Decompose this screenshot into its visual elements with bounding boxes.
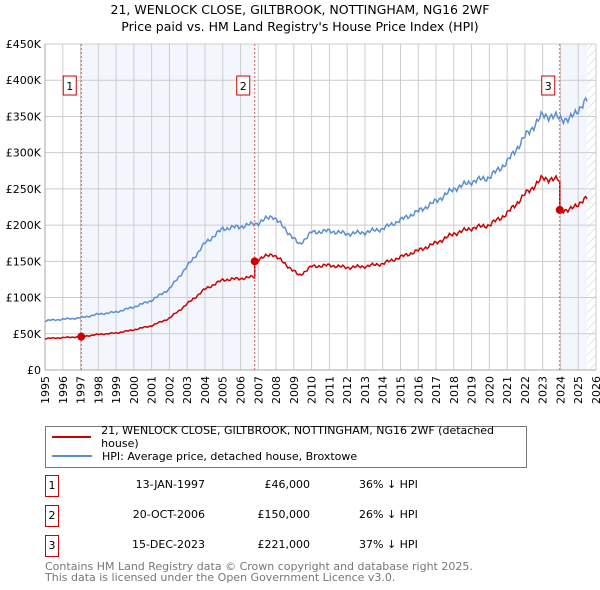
x-tick-label: 2003 — [181, 376, 194, 404]
legend-swatch-red — [52, 436, 92, 438]
chart-subtitle: Price paid vs. HM Land Registry's House … — [121, 19, 479, 34]
sale-marker-box: 3 — [45, 535, 59, 557]
sale-marker-box: 2 — [45, 505, 59, 527]
sale-row: 1 13-JAN-1997 £46,000 36% ↓ HPI — [45, 475, 545, 497]
x-tick-label: 1997 — [75, 376, 88, 404]
sale-label: 2 — [240, 80, 247, 93]
legend-label: 21, WENLOCK CLOSE, GILTBROOK, NOTTINGHAM… — [101, 424, 495, 450]
x-tick-label: 1999 — [110, 376, 123, 404]
sale-hpi-diff: 36% ↓ HPI — [359, 478, 418, 491]
legend-label: HPI: Average price, detached house, Brox… — [102, 449, 358, 463]
shade-period-1 — [81, 44, 255, 370]
x-tick-label: 2008 — [270, 376, 283, 404]
x-tick-label: 2026 — [590, 376, 600, 404]
x-tick-label: 2016 — [412, 376, 425, 404]
legend: 21, WENLOCK CLOSE, GILTBROOK, NOTTINGHAM… — [45, 424, 527, 468]
sale-label-box — [541, 75, 556, 96]
x-tick-label: 2015 — [394, 376, 407, 404]
sale-row: 3 15-DEC-2023 £221,000 37% ↓ HPI — [45, 535, 545, 557]
x-tick-label: 1996 — [57, 376, 70, 404]
hpi-line — [44, 96, 588, 323]
sale-point — [555, 205, 564, 214]
future-hatch — [587, 44, 596, 370]
sale-hpi-diff: 37% ↓ HPI — [359, 538, 418, 551]
footer-licence: This data is licensed under the Open Gov… — [45, 571, 396, 584]
x-tick-label: 2006 — [235, 376, 248, 404]
sale-label-box — [236, 75, 251, 96]
sale-hpi-diff: 26% ↓ HPI — [359, 508, 418, 521]
sale-marker-box: 1 — [45, 475, 59, 497]
sale-price: £150,000 — [257, 508, 311, 521]
x-tick-label: 2014 — [377, 376, 390, 404]
x-tick-label: 2020 — [483, 376, 496, 404]
price-paid-line — [44, 174, 588, 340]
sale-price: £221,000 — [257, 538, 311, 551]
y-tick-label: £300K — [6, 147, 42, 160]
sale-point — [250, 257, 259, 266]
x-tick-label: 1995 — [39, 376, 52, 404]
x-tick-label: 2002 — [163, 376, 176, 404]
y-tick-label: £400K — [6, 74, 42, 87]
x-tick-label: 2001 — [146, 376, 159, 404]
x-tick-label: 2022 — [519, 376, 532, 404]
y-tick-label: £350K — [6, 110, 42, 123]
x-tick-label: 2007 — [252, 376, 265, 404]
chart-title: 21, WENLOCK CLOSE, GILTBROOK, NOTTINGHAM… — [110, 2, 490, 17]
sale-price: £46,000 — [264, 478, 311, 491]
x-tick-label: 2004 — [199, 376, 212, 404]
legend-item-price: 21, WENLOCK CLOSE, GILTBROOK, NOTTINGHAM… — [52, 424, 526, 450]
sale-label: 1 — [66, 80, 73, 93]
sale-point — [77, 332, 86, 341]
sale-label-box — [62, 75, 77, 96]
x-tick-label: 2000 — [128, 376, 141, 404]
sale-date: 20-OCT-2006 — [132, 508, 205, 521]
y-tick-label: £100K — [6, 292, 42, 305]
plot-area: 1995 1996 1997 1998 1999 2000 2001 2002 2003 2004… — [6, 38, 600, 404]
y-tick-label: £250K — [6, 183, 42, 196]
x-tick-label: 2021 — [501, 376, 514, 404]
x-tick-label: 2018 — [448, 376, 461, 404]
x-tick-label: 2017 — [430, 376, 443, 404]
x-tick-label: 2010 — [306, 376, 319, 404]
sale-date: 13-JAN-1997 — [135, 478, 205, 491]
y-tick-label: £50K — [13, 328, 42, 341]
y-tick-label: £150K — [6, 255, 42, 268]
x-tick-label: 2013 — [359, 376, 372, 404]
legend-swatch-blue — [52, 455, 92, 457]
x-tick-label: 2011 — [323, 376, 336, 404]
x-tick-label: 2019 — [466, 376, 479, 404]
x-tick-label: 2025 — [572, 376, 585, 404]
x-tick-label: 2005 — [217, 376, 230, 404]
footer-copyright: Contains HM Land Registry data © Crown c… — [45, 560, 473, 573]
sale-row: 2 20-OCT-2006 £150,000 26% ↓ HPI — [45, 505, 545, 527]
y-tick-label: £0 — [27, 364, 41, 377]
y-tick-label: £200K — [6, 219, 42, 232]
x-tick-label: 2009 — [288, 376, 301, 404]
y-tick-label: £450K — [6, 38, 42, 51]
x-tick-label: 2024 — [554, 376, 567, 404]
x-tick-label: 2012 — [341, 376, 354, 404]
sale-label: 3 — [545, 80, 552, 93]
x-tick-label: 2023 — [537, 376, 550, 404]
legend-item-hpi: HPI: Average price, detached house, Brox… — [52, 448, 357, 464]
sale-date: 15-DEC-2023 — [131, 538, 205, 551]
x-tick-label: 1998 — [92, 376, 105, 404]
